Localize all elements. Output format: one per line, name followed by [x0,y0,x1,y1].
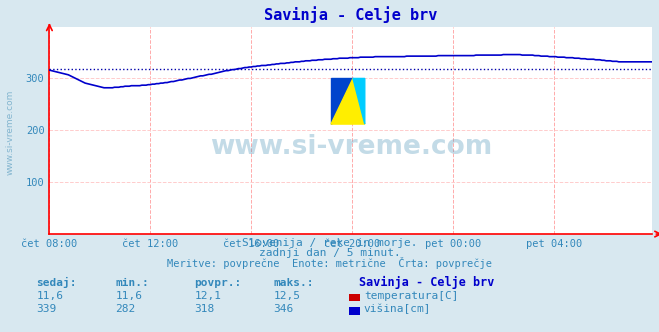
Text: 282: 282 [115,304,136,314]
Text: temperatura[C]: temperatura[C] [364,291,458,301]
Polygon shape [331,78,353,124]
Text: 12,1: 12,1 [194,291,221,301]
Text: sedaj:: sedaj: [36,277,76,288]
Text: 318: 318 [194,304,215,314]
Text: Savinja - Celje brv: Savinja - Celje brv [359,276,494,289]
Text: višina[cm]: višina[cm] [364,304,431,314]
Polygon shape [331,78,365,124]
Polygon shape [353,78,365,124]
Text: min.:: min.: [115,278,149,288]
Text: Meritve: povprečne  Enote: metrične  Črta: povprečje: Meritve: povprečne Enote: metrične Črta:… [167,257,492,269]
Text: www.si-vreme.com: www.si-vreme.com [210,134,492,160]
Text: 11,6: 11,6 [36,291,63,301]
Text: www.si-vreme.com: www.si-vreme.com [5,90,14,176]
Text: 346: 346 [273,304,294,314]
Text: Slovenija / reke in morje.: Slovenija / reke in morje. [242,238,417,248]
Title: Savinja - Celje brv: Savinja - Celje brv [264,6,438,23]
Text: maks.:: maks.: [273,278,314,288]
Text: povpr.:: povpr.: [194,278,242,288]
Text: 11,6: 11,6 [115,291,142,301]
Text: 12,5: 12,5 [273,291,301,301]
Text: 339: 339 [36,304,57,314]
Text: zadnji dan / 5 minut.: zadnji dan / 5 minut. [258,248,401,258]
